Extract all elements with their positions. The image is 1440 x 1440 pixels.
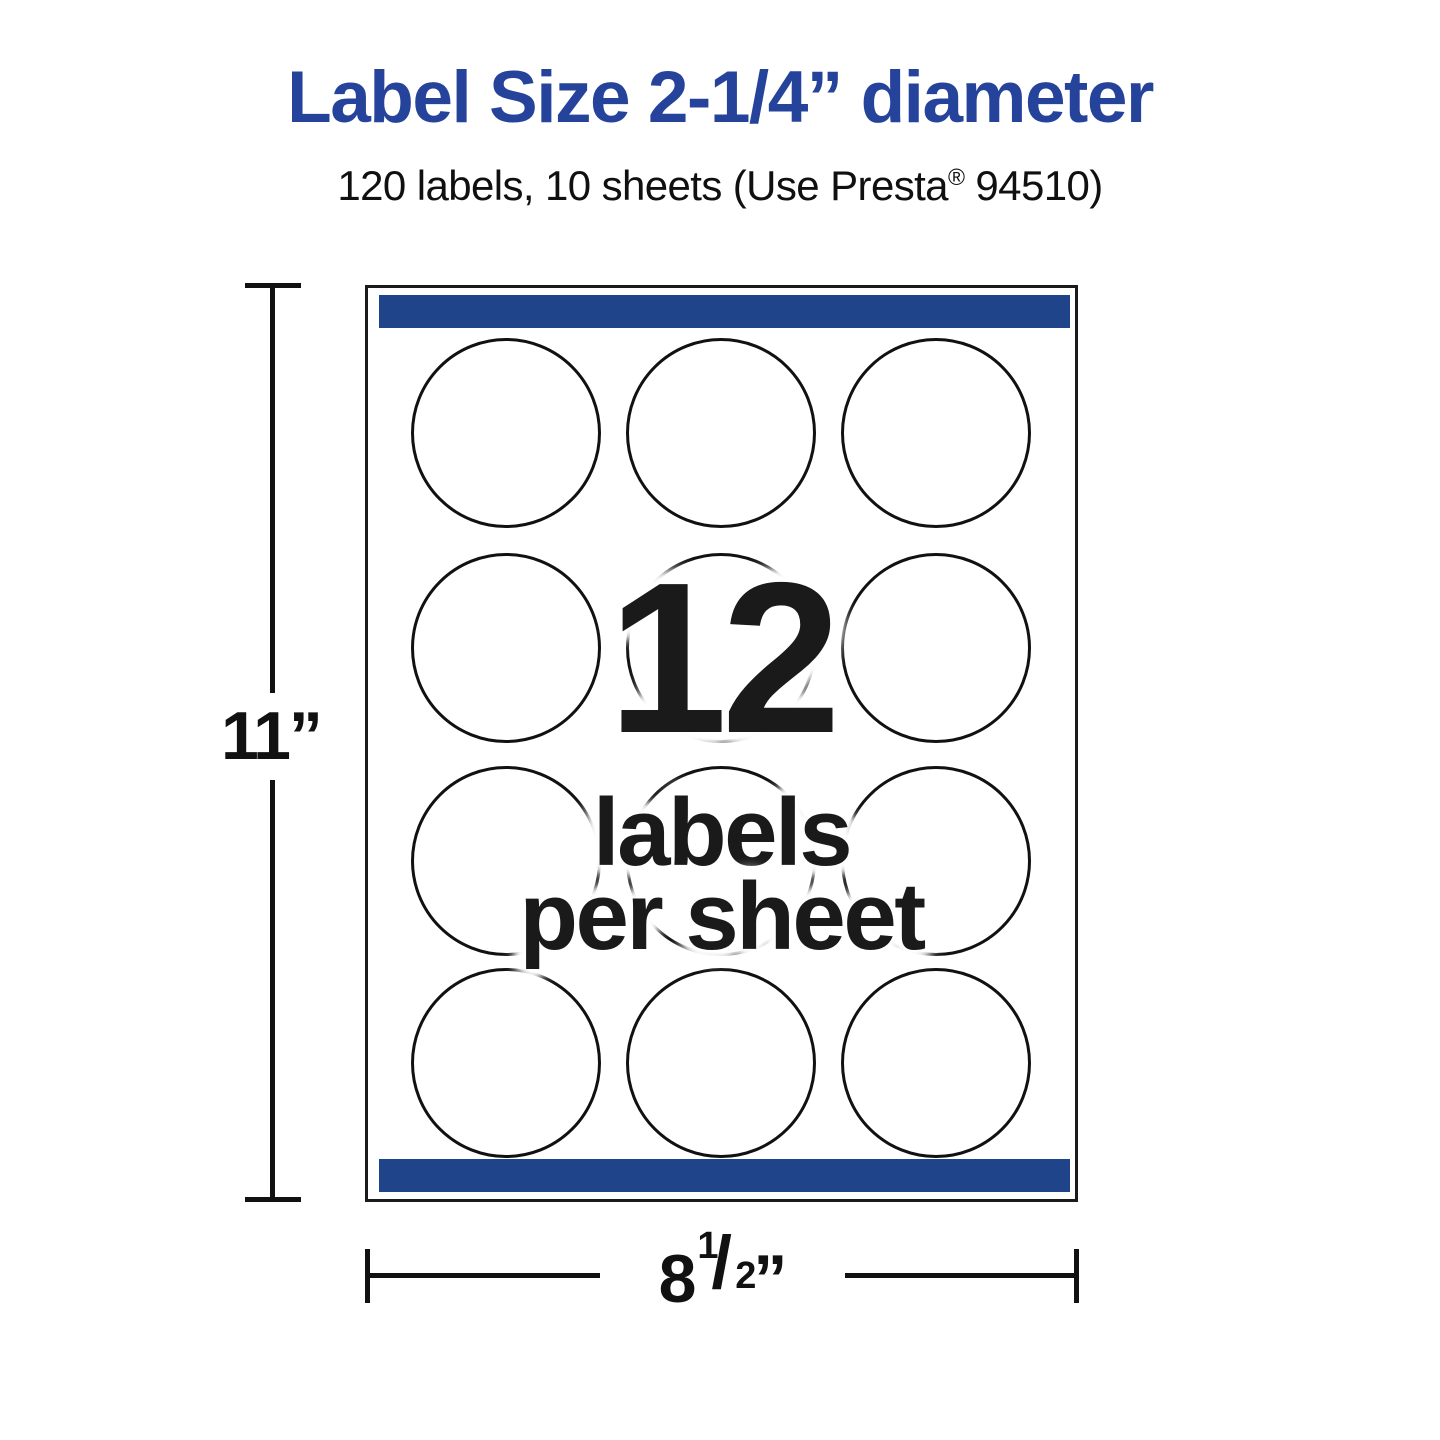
height-dimension-top-tick — [245, 283, 301, 288]
subtitle-suffix: 94510) — [964, 162, 1103, 209]
label-circle-r4c1 — [411, 968, 601, 1158]
width-fraction: 1/2 — [695, 1222, 756, 1304]
width-dimension-left-tick — [365, 1249, 370, 1303]
width-unit-mark: ” — [753, 1241, 787, 1317]
label-circle-r3c2 — [626, 766, 816, 956]
label-circle-r4c3 — [841, 968, 1031, 1158]
width-fraction-denominator: 2 — [735, 1255, 756, 1297]
label-circle-r2c2 — [626, 553, 816, 743]
registered-trademark-icon: ® — [947, 164, 965, 190]
height-dimension-bottom-tick — [245, 1197, 301, 1202]
sheet-bottom-blue-bar — [379, 1159, 1070, 1192]
label-circle-r1c2 — [626, 338, 816, 528]
label-circle-r3c3 — [841, 766, 1031, 956]
label-circle-r3c1 — [411, 766, 601, 956]
label-circle-r1c1 — [411, 338, 601, 528]
sheet-top-blue-bar — [379, 295, 1070, 328]
width-dimension-right-tick — [1074, 1249, 1079, 1303]
label-circle-r1c3 — [841, 338, 1031, 528]
height-dimension-label: 11” — [186, 693, 356, 780]
width-whole-number: 8 — [658, 1241, 697, 1317]
width-fraction-numerator: 1 — [697, 1225, 718, 1267]
label-circle-r2c3 — [841, 553, 1031, 743]
page-title: Label Size 2-1/4” diameter — [287, 57, 1154, 138]
label-circle-r2c1 — [411, 553, 601, 743]
label-circle-r4c2 — [626, 968, 816, 1158]
width-dimension-label: 8 1/2” — [600, 1222, 845, 1325]
subtitle-prefix: 120 labels, 10 sheets (Use Presta — [337, 162, 948, 209]
width-fraction-slash: / — [711, 1221, 732, 1304]
page-subtitle: 120 labels, 10 sheets (Use Presta® 94510… — [0, 162, 1440, 209]
label-sheet-diagram — [365, 285, 1078, 1202]
